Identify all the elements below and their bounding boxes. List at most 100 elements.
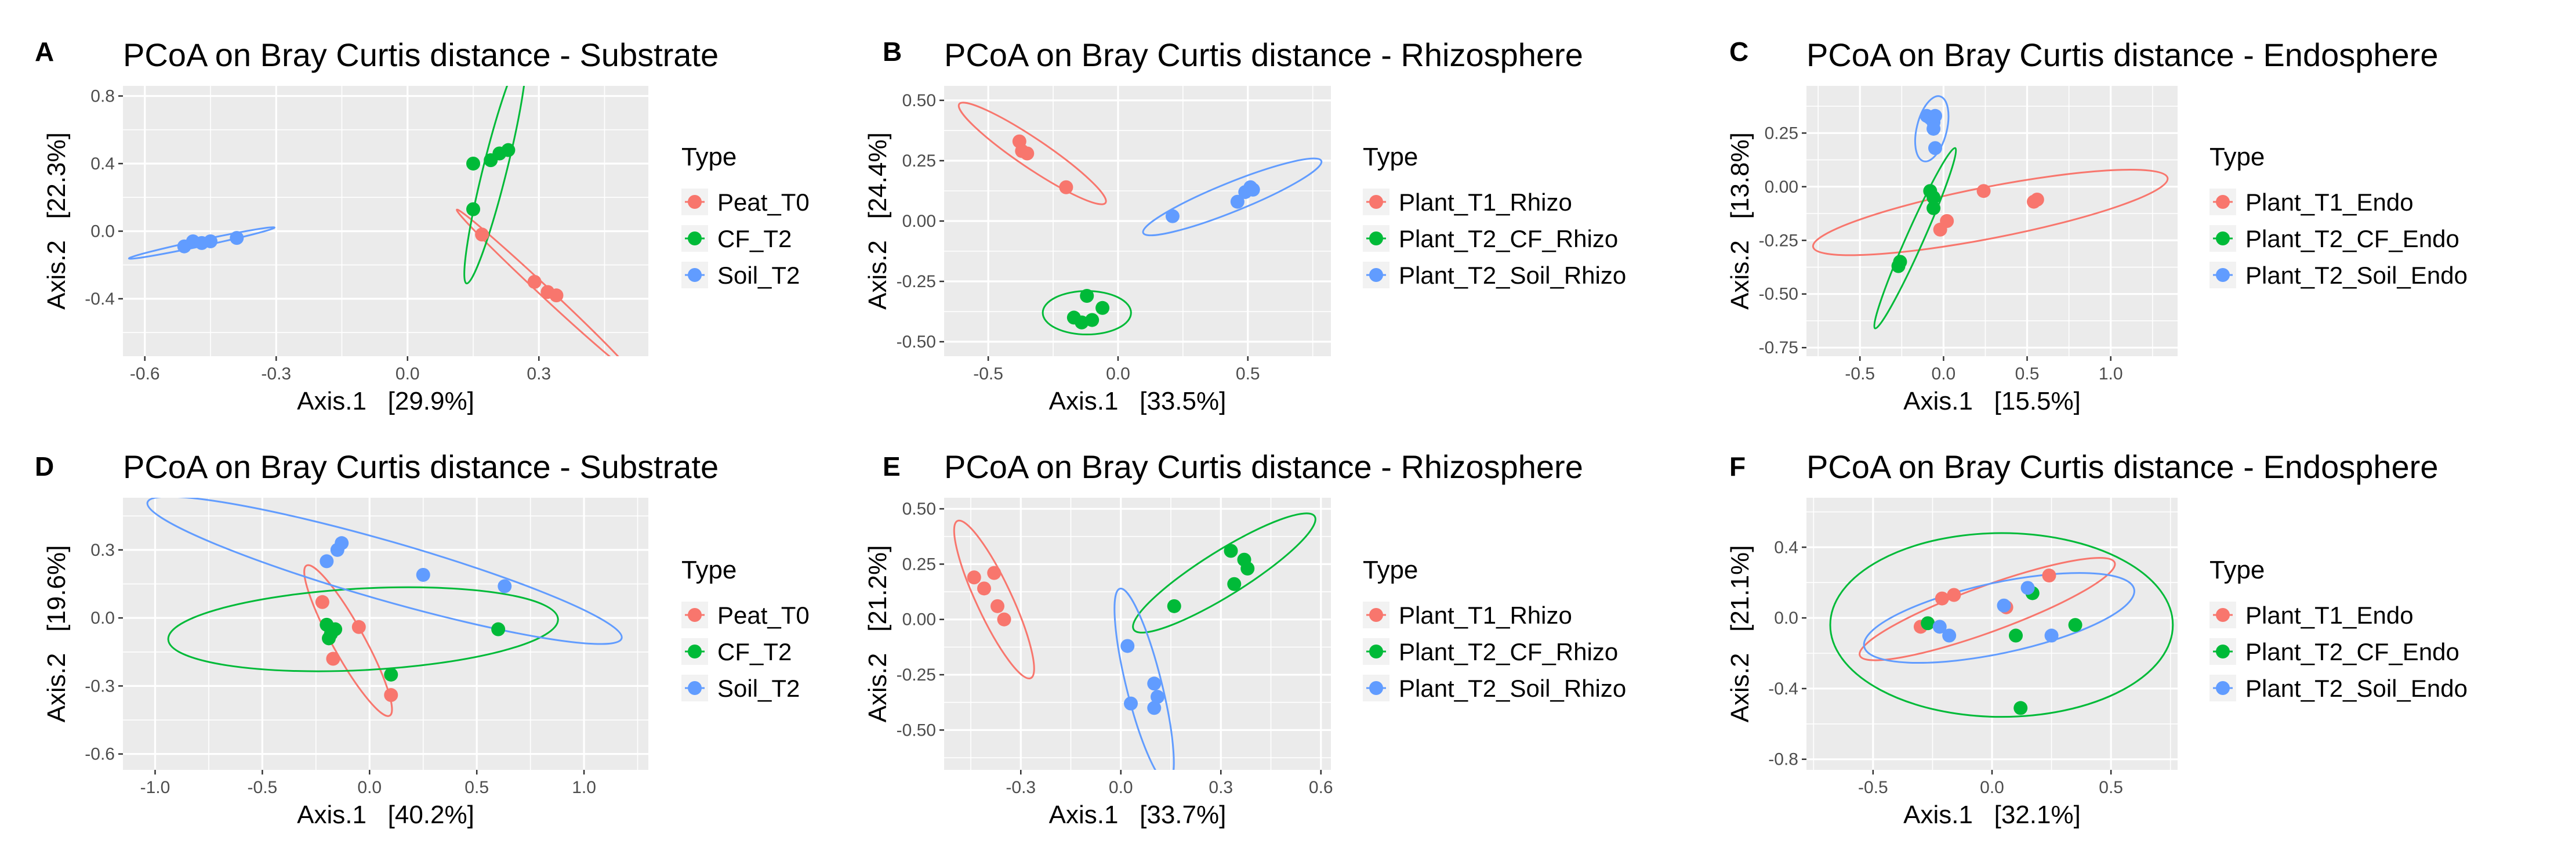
y-tick-label: -0.6 bbox=[85, 745, 115, 764]
legend-label: CF_T2 bbox=[717, 638, 792, 665]
x-tick-label: 0.0 bbox=[1106, 364, 1130, 383]
data-point bbox=[384, 688, 398, 703]
y-tick-label: -0.3 bbox=[85, 676, 115, 696]
confidence-ellipse bbox=[1873, 147, 1957, 330]
legend-label: Plant_T2_Soil_Endo bbox=[2245, 675, 2468, 702]
data-point bbox=[1928, 141, 1942, 155]
y-tick-label: -0.25 bbox=[1759, 231, 1798, 250]
x-tick-label: 0.0 bbox=[1980, 778, 2004, 797]
legend-key-point bbox=[1369, 681, 1383, 695]
legend-label: Plant_T2_CF_Endo bbox=[2245, 225, 2459, 252]
data-layer bbox=[146, 498, 623, 717]
legend-key-point bbox=[1369, 195, 1383, 209]
x-tick-label: -0.3 bbox=[1006, 778, 1036, 797]
y-tick-label: -0.25 bbox=[897, 272, 936, 291]
y-tick-label: 0.0 bbox=[90, 609, 115, 628]
data-point bbox=[204, 234, 217, 248]
legend-key-point bbox=[2216, 195, 2230, 209]
legend-label: Soil_T2 bbox=[717, 675, 800, 702]
confidence-ellipse bbox=[146, 498, 623, 645]
confidence-ellipse bbox=[1132, 512, 1316, 634]
x-tick-label: -0.6 bbox=[130, 364, 160, 383]
legend-label: Plant_T2_CF_Rhizo bbox=[1399, 638, 1618, 665]
legend-key-point bbox=[1369, 268, 1383, 282]
chart-title: PCoA on Bray Curtis distance - Endospher… bbox=[1806, 448, 2438, 485]
data-point bbox=[384, 667, 398, 682]
confidence-ellipse bbox=[167, 586, 559, 672]
data-point bbox=[1224, 544, 1238, 558]
data-point bbox=[549, 288, 564, 303]
x-tick-label: 0.0 bbox=[357, 778, 382, 797]
x-tick-label: -0.5 bbox=[973, 364, 1003, 383]
legend-title: Type bbox=[681, 556, 736, 584]
legend-label: Plant_T1_Rhizo bbox=[1399, 189, 1572, 216]
panel-d: D PCoA on Bray Curtis distance - Substrat… bbox=[35, 448, 810, 829]
data-point bbox=[335, 536, 349, 551]
data-point bbox=[1227, 577, 1242, 591]
chart-title: PCoA on Bray Curtis distance - Rhizosphe… bbox=[944, 37, 1583, 73]
y-axis-label: Axis.2 [19.6%] bbox=[42, 545, 71, 723]
data-point bbox=[1167, 599, 1181, 613]
legend-key-point bbox=[688, 231, 702, 245]
data-point bbox=[1997, 598, 2011, 613]
confidence-ellipse bbox=[1142, 157, 1323, 237]
legend: Type Plant_T1_Endo Plant_T2_CF_Endo Plant_T… bbox=[2209, 556, 2468, 702]
data-point bbox=[1147, 676, 1162, 691]
x-axis-label: Axis.1 [40.2%] bbox=[297, 801, 474, 829]
x-tick-label: 0.5 bbox=[2015, 364, 2040, 383]
data-point bbox=[2044, 628, 2059, 643]
data-layer bbox=[1829, 532, 2174, 718]
y-tick-label: -0.25 bbox=[897, 665, 936, 685]
y-tick-label: -0.4 bbox=[1768, 679, 1798, 698]
y-tick-label: -0.50 bbox=[897, 721, 936, 740]
y-tick-label: -0.50 bbox=[1759, 285, 1798, 304]
y-tick-label: 0.50 bbox=[902, 500, 936, 519]
legend-label: Peat_T0 bbox=[717, 189, 810, 216]
data-point bbox=[1933, 222, 1947, 237]
data-layer bbox=[128, 86, 631, 356]
y-tick-label: -0.50 bbox=[897, 332, 936, 352]
data-point bbox=[1165, 209, 1180, 223]
x-axis-label: Axis.1 [29.9%] bbox=[297, 387, 474, 415]
data-point bbox=[326, 652, 340, 666]
y-tick-label: -0.4 bbox=[85, 289, 115, 309]
x-tick-label: 0.0 bbox=[396, 364, 420, 383]
data-point bbox=[977, 581, 991, 596]
y-tick-label: 0.50 bbox=[902, 91, 936, 110]
confidence-ellipse bbox=[953, 519, 1035, 680]
panel-tag: A bbox=[35, 37, 54, 67]
x-axis-label: Axis.1 [32.1%] bbox=[1903, 801, 2081, 829]
x-tick-label: 0.3 bbox=[1209, 778, 1233, 797]
data-point bbox=[1932, 620, 1947, 634]
legend-label: Plant_T2_Soil_Rhizo bbox=[1399, 675, 1626, 702]
y-tick-label: 0.00 bbox=[902, 610, 936, 629]
legend: Type Plant_T1_Endo Plant_T2_CF_Endo Plant_T… bbox=[2209, 143, 2468, 289]
confidence-ellipse bbox=[1914, 95, 1950, 162]
y-tick-label: 0.0 bbox=[1774, 609, 1798, 628]
x-tick-label: 0.5 bbox=[2099, 778, 2123, 797]
y-tick-label: 0.00 bbox=[902, 212, 936, 231]
data-point bbox=[1230, 194, 1245, 209]
data-point bbox=[987, 566, 1002, 580]
plot-background bbox=[123, 498, 648, 770]
data-point bbox=[1080, 288, 1094, 303]
chart-title: PCoA on Bray Curtis distance - Endospher… bbox=[1806, 37, 2438, 73]
data-point bbox=[491, 622, 506, 636]
data-point bbox=[1240, 562, 1255, 576]
panel-a: A PCoA on Bray Curtis distance - Substrat… bbox=[35, 37, 810, 415]
data-point bbox=[967, 570, 981, 585]
x-tick-label: -1.0 bbox=[140, 778, 170, 797]
y-tick-label: 0.25 bbox=[902, 555, 936, 574]
data-point bbox=[1246, 182, 1260, 197]
y-tick-label: -0.8 bbox=[1768, 750, 1798, 769]
legend-key-point bbox=[688, 195, 702, 209]
data-point bbox=[997, 612, 1011, 627]
x-axis-label: Axis.1 [33.5%] bbox=[1049, 387, 1227, 415]
x-tick-label: -0.5 bbox=[1845, 364, 1875, 383]
x-tick-label: 0.6 bbox=[1309, 778, 1333, 797]
legend: Type Peat_T0 CF_T2 Soil_T2 bbox=[681, 556, 810, 702]
data-layer bbox=[1812, 95, 2169, 330]
x-axis-label: Axis.1 [33.7%] bbox=[1049, 801, 1227, 829]
data-point bbox=[2020, 581, 2035, 595]
